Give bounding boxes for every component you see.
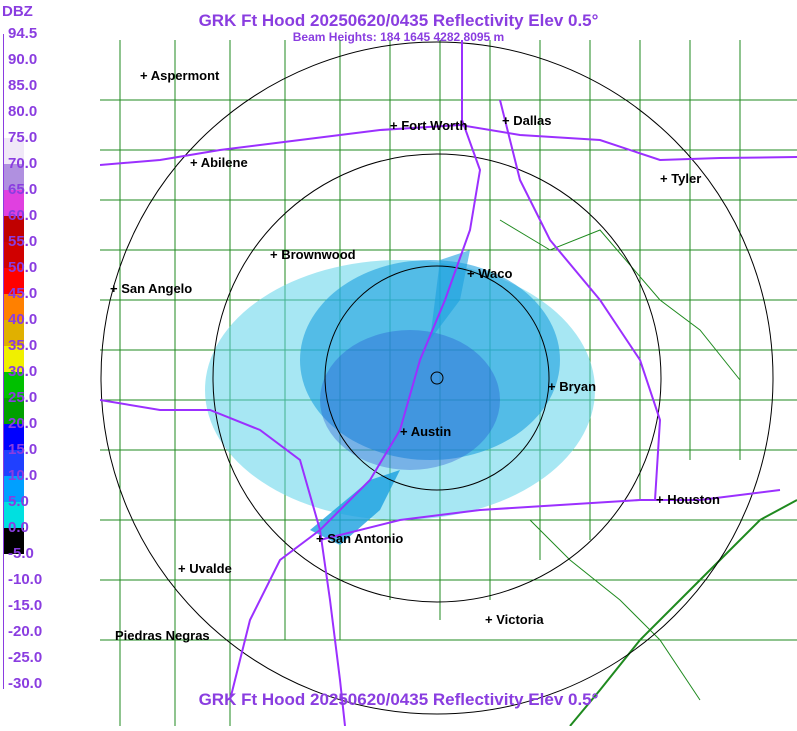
legend-swatch (4, 606, 24, 632)
legend-swatch (4, 346, 24, 372)
legend-label: 90.0 (8, 51, 38, 68)
city-label: + Houston (656, 492, 720, 507)
legend-swatch (4, 424, 24, 450)
city-label: + Dallas (502, 113, 552, 128)
legend-swatch (4, 138, 24, 164)
legend-swatch (4, 34, 24, 60)
legend-swatch (4, 242, 24, 268)
city-label: + Fort Worth (390, 118, 468, 133)
legend-label: 65.0 (8, 181, 38, 198)
city-label: + Tyler (660, 171, 702, 186)
legend-label: 5.0 (8, 493, 29, 510)
legend-label: -5.0 (8, 545, 34, 562)
legend-swatch (4, 502, 24, 528)
legend-label: 75.0 (8, 129, 38, 146)
legend-label: 94.5 (8, 25, 38, 42)
legend-label: 15.0 (8, 441, 38, 458)
city-label: + Bryan (548, 379, 597, 394)
legend-label: 80.0 (8, 103, 38, 120)
legend-label: -25.0 (8, 649, 43, 666)
legend-swatch (4, 320, 24, 346)
legend-swatch (4, 216, 24, 242)
city-label: + San Antonio (316, 531, 404, 546)
legend-label: 20.0 (8, 415, 38, 432)
city-label: + Victoria (485, 612, 544, 627)
legend-label: 30.0 (8, 363, 38, 380)
legend-swatch (4, 658, 24, 684)
legend-swatch (4, 294, 24, 320)
legend-label: 45.0 (8, 285, 38, 302)
city-label: + San Angelo (110, 281, 193, 296)
legend-label: -15.0 (8, 597, 43, 614)
legend-label: 10.0 (8, 467, 38, 484)
range-rings (100, 41, 774, 715)
legend-label: 0.0 (8, 519, 29, 536)
legend-swatch (4, 476, 24, 502)
legend-swatch (4, 190, 24, 216)
coastline (569, 499, 797, 727)
legend-label: 85.0 (8, 77, 38, 94)
highways (99, 40, 797, 727)
dbz-legend: DBZ 94.5 90.0 85.0 80.0 75.0 70.0 65.0 60.0 55.0… (0, 0, 100, 726)
legend-label: 55.0 (8, 233, 38, 250)
legend-swatch (4, 528, 24, 554)
legend-label: 70.0 (8, 155, 38, 172)
footer-title: GRK Ft Hood 20250620/0435 Reflectivity E… (198, 690, 599, 709)
legend-swatch (4, 554, 24, 580)
city-label: Piedras Negras (115, 628, 210, 643)
legend-swatch (4, 112, 24, 138)
legend-unit: DBZ (2, 3, 33, 20)
legend-swatch (4, 450, 24, 476)
legend-swatch (4, 268, 24, 294)
legend-swatch (4, 632, 24, 658)
city-label: + Brownwood (270, 247, 356, 262)
city-label: + Aspermont (140, 68, 220, 83)
legend-color-bar (3, 34, 24, 689)
legend-label: -10.0 (8, 571, 43, 588)
legend-label: -20.0 (8, 623, 43, 640)
legend-swatch (4, 164, 24, 190)
legend-swatch (4, 372, 24, 398)
city-label: + Uvalde (178, 561, 232, 576)
legend-label: 35.0 (8, 337, 38, 354)
legend-swatch (4, 580, 24, 606)
radar-map: + Aspermont + Abilene + Fort Worth + Dallas… (99, 0, 797, 727)
legend-label: 50.0 (8, 259, 38, 276)
product-title: GRK Ft Hood 20250620/0435 Reflectivity E… (198, 11, 599, 30)
legend-label: 60.0 (8, 207, 38, 224)
legend-swatch (4, 86, 24, 112)
city-label: + Abilene (190, 155, 248, 170)
legend-label: -30.0 (8, 675, 43, 692)
legend-label: 25.0 (8, 389, 38, 406)
legend-swatch (4, 398, 24, 424)
beam-heights-subtitle: Beam Heights: 184 1645 4282 8095 m (292, 30, 505, 44)
legend-label: 40.0 (8, 311, 38, 328)
city-label: + Austin (400, 424, 452, 439)
reflectivity-echoes (205, 250, 595, 545)
legend-swatch (4, 60, 24, 86)
city-label: + Waco (467, 266, 513, 281)
radar-map-svg (99, 40, 797, 727)
